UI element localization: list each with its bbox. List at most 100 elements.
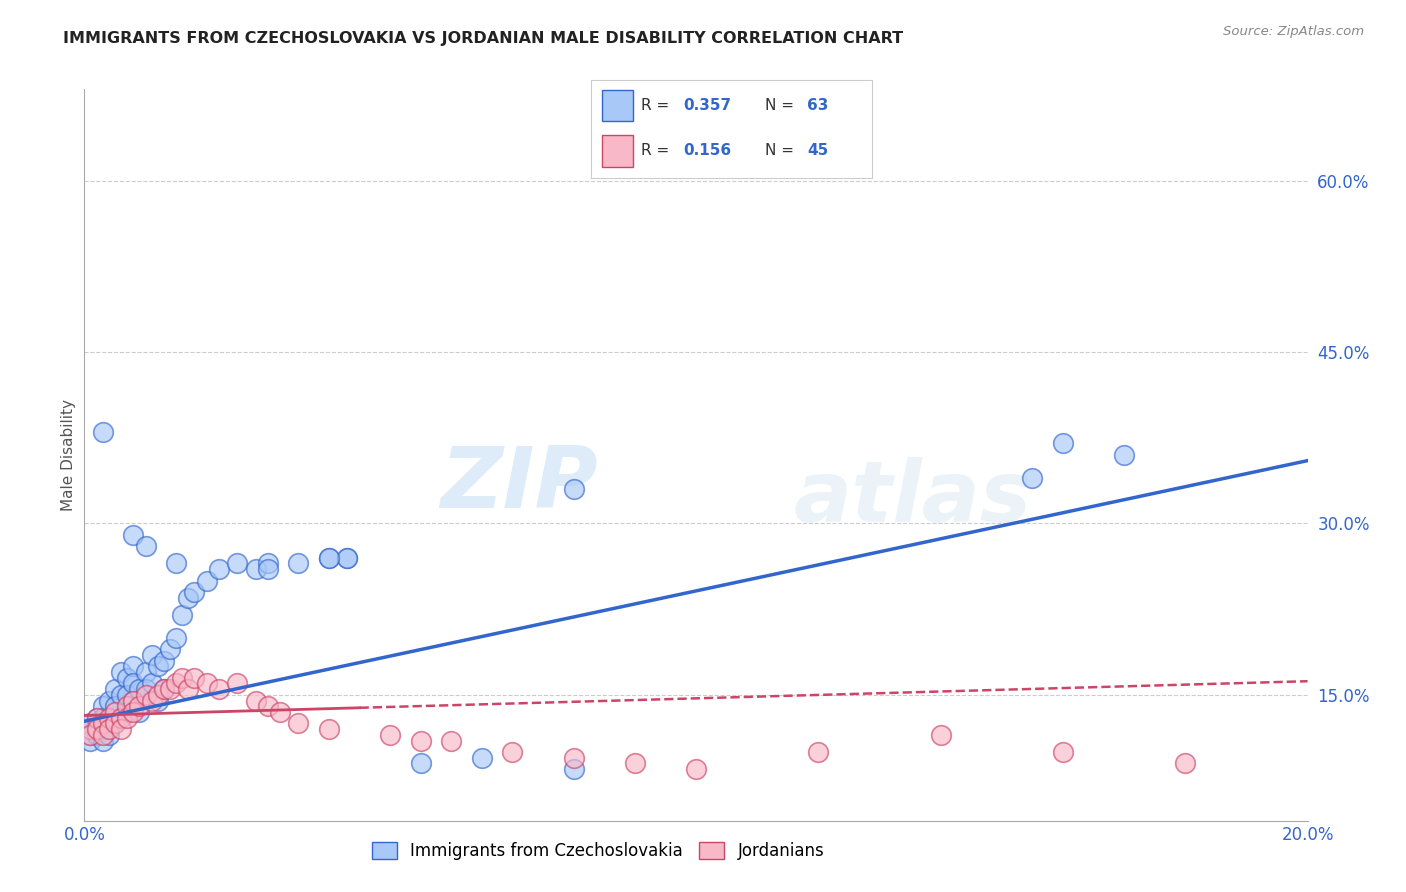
Point bbox=[318, 550, 340, 565]
Point bbox=[183, 671, 205, 685]
Point bbox=[562, 762, 585, 776]
Point bbox=[115, 671, 138, 685]
Point bbox=[177, 682, 200, 697]
Point bbox=[318, 550, 340, 565]
Point bbox=[807, 745, 830, 759]
Point bbox=[110, 711, 132, 725]
Point bbox=[165, 631, 187, 645]
Point bbox=[135, 665, 157, 679]
Point bbox=[287, 716, 309, 731]
Point bbox=[153, 654, 176, 668]
Text: 0.357: 0.357 bbox=[683, 98, 731, 113]
Point bbox=[159, 682, 181, 697]
Text: Source: ZipAtlas.com: Source: ZipAtlas.com bbox=[1223, 25, 1364, 38]
Point bbox=[146, 659, 169, 673]
Point bbox=[97, 711, 120, 725]
Point bbox=[79, 733, 101, 747]
Point bbox=[122, 676, 145, 690]
Point bbox=[257, 562, 280, 576]
Point bbox=[177, 591, 200, 605]
Point bbox=[110, 723, 132, 737]
Point bbox=[86, 723, 108, 737]
Point bbox=[562, 751, 585, 765]
Point bbox=[226, 676, 249, 690]
Point bbox=[141, 648, 163, 662]
Point bbox=[195, 574, 218, 588]
Point bbox=[86, 711, 108, 725]
Point bbox=[159, 642, 181, 657]
Point bbox=[226, 557, 249, 571]
Point bbox=[110, 711, 132, 725]
Point bbox=[135, 688, 157, 702]
Point bbox=[172, 607, 194, 622]
Point bbox=[135, 539, 157, 553]
Point bbox=[208, 562, 231, 576]
Point bbox=[128, 682, 150, 697]
Point bbox=[146, 688, 169, 702]
Text: R =: R = bbox=[641, 144, 675, 159]
Point bbox=[110, 665, 132, 679]
Point bbox=[336, 550, 359, 565]
Point bbox=[115, 705, 138, 719]
Point bbox=[141, 676, 163, 690]
Point bbox=[115, 699, 138, 714]
Point bbox=[172, 671, 194, 685]
Text: atlas: atlas bbox=[794, 458, 1032, 541]
Point bbox=[91, 716, 114, 731]
Point bbox=[929, 728, 952, 742]
Text: 45: 45 bbox=[807, 144, 828, 159]
Text: R =: R = bbox=[641, 98, 675, 113]
Bar bbox=[602, 136, 633, 167]
Bar bbox=[602, 90, 633, 121]
Point bbox=[79, 728, 101, 742]
Point bbox=[79, 728, 101, 742]
Point bbox=[86, 711, 108, 725]
Point bbox=[471, 751, 494, 765]
Point bbox=[79, 723, 101, 737]
Point bbox=[79, 723, 101, 737]
Point bbox=[122, 693, 145, 707]
Text: N =: N = bbox=[765, 98, 799, 113]
Point bbox=[104, 716, 127, 731]
Point bbox=[86, 716, 108, 731]
Point bbox=[91, 723, 114, 737]
Point bbox=[122, 528, 145, 542]
Point bbox=[115, 688, 138, 702]
Point bbox=[287, 557, 309, 571]
Point bbox=[128, 699, 150, 714]
Point bbox=[91, 711, 114, 725]
Point bbox=[128, 705, 150, 719]
Point bbox=[195, 676, 218, 690]
Point bbox=[380, 728, 402, 742]
Point bbox=[1174, 756, 1197, 771]
Point bbox=[183, 585, 205, 599]
Text: N =: N = bbox=[765, 144, 799, 159]
Point bbox=[122, 659, 145, 673]
Point bbox=[562, 482, 585, 496]
Point bbox=[104, 682, 127, 697]
Point bbox=[1114, 448, 1136, 462]
Point bbox=[502, 745, 524, 759]
Point bbox=[440, 733, 463, 747]
Point bbox=[153, 682, 176, 697]
Point bbox=[624, 756, 647, 771]
Point bbox=[91, 699, 114, 714]
Point bbox=[104, 699, 127, 714]
Text: IMMIGRANTS FROM CZECHOSLOVAKIA VS JORDANIAN MALE DISABILITY CORRELATION CHART: IMMIGRANTS FROM CZECHOSLOVAKIA VS JORDAN… bbox=[63, 31, 904, 46]
Point bbox=[146, 693, 169, 707]
Point bbox=[269, 705, 291, 719]
Point bbox=[135, 682, 157, 697]
Point bbox=[245, 562, 267, 576]
Point bbox=[141, 693, 163, 707]
Legend: Immigrants from Czechoslovakia, Jordanians: Immigrants from Czechoslovakia, Jordania… bbox=[366, 836, 831, 867]
Point bbox=[110, 688, 132, 702]
Point bbox=[208, 682, 231, 697]
Point bbox=[318, 723, 340, 737]
Point bbox=[86, 723, 108, 737]
Point bbox=[409, 733, 432, 747]
Point bbox=[97, 728, 120, 742]
Point bbox=[91, 728, 114, 742]
Point bbox=[165, 557, 187, 571]
Point bbox=[104, 705, 127, 719]
Point bbox=[115, 711, 138, 725]
